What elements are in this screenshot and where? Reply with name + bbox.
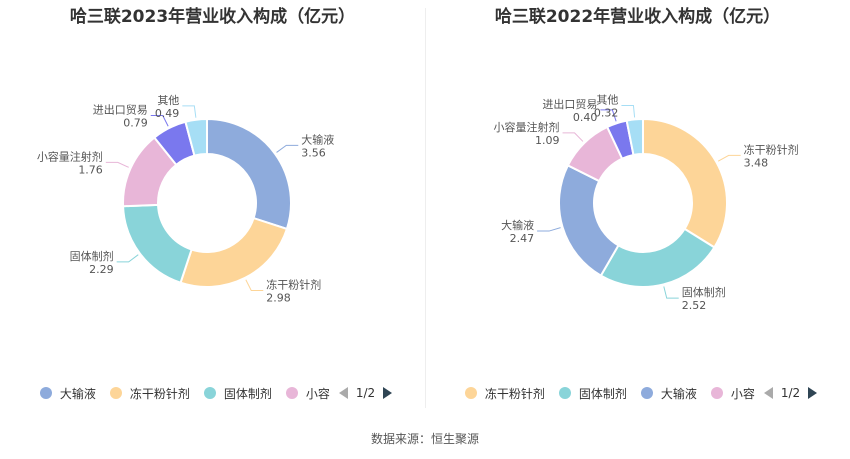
slice-label: 进出口贸易 bbox=[93, 103, 148, 117]
slice-label: 固体制剂 bbox=[682, 285, 726, 299]
legend-label: 冻干粉针剂 bbox=[129, 386, 190, 401]
legend-item[interactable]: 固体制剂 bbox=[558, 385, 627, 402]
legend-prev-page-icon[interactable] bbox=[763, 387, 773, 399]
slice-value: 2.47 bbox=[510, 232, 535, 245]
data-source: 数据来源：恒生聚源 bbox=[370, 432, 479, 446]
legend-dot-icon bbox=[464, 387, 477, 399]
legend-dot-icon bbox=[710, 387, 723, 399]
legend-dot-icon bbox=[109, 387, 122, 399]
slice-label: 大输液 bbox=[301, 132, 334, 146]
label-leader-line bbox=[621, 104, 636, 118]
legend-next-page-icon[interactable] bbox=[383, 387, 393, 399]
donut-slice[interactable] bbox=[599, 227, 716, 288]
slice-label: 冻干粉针剂 bbox=[744, 142, 799, 156]
slice-label: 小容量注射剂 bbox=[494, 120, 560, 134]
donut-slice[interactable] bbox=[184, 117, 208, 157]
label-leader-line bbox=[600, 109, 617, 122]
label-leader-line bbox=[717, 154, 741, 162]
slice-label: 小容量注射剂 bbox=[37, 149, 103, 163]
donut-slice[interactable] bbox=[122, 203, 193, 284]
legend-page-indicator: 1/2 bbox=[355, 386, 376, 400]
legend-item[interactable]: 冻干粉针剂 bbox=[109, 385, 190, 402]
slice-label: 其他 bbox=[596, 93, 618, 106]
chart-panel-2023: 哈三联2023年营业收入构成（亿元） 大输液 3.56 冻干粉针剂 2.98 固体制剂 2… bbox=[0, 0, 425, 420]
donut-slice[interactable] bbox=[642, 117, 728, 249]
slice-value: 2.52 bbox=[682, 299, 707, 312]
label-leader-line bbox=[116, 254, 139, 263]
legend-label: 固体制剂 bbox=[578, 386, 627, 401]
slice-label: 冻干粉针剂 bbox=[266, 277, 321, 291]
donut-slice[interactable] bbox=[206, 117, 292, 231]
legend-dot-icon bbox=[285, 387, 298, 399]
legend-item[interactable]: 冻干粉针剂 bbox=[464, 385, 545, 402]
label-leader-line bbox=[663, 286, 679, 299]
slice-label: 大输液 bbox=[501, 218, 534, 232]
legend-item[interactable]: 固体制剂 bbox=[203, 385, 272, 402]
slice-value: 0.49 bbox=[155, 107, 180, 120]
legend-prev-page-icon[interactable] bbox=[338, 387, 348, 399]
slice-label: 其他 bbox=[157, 94, 179, 107]
legend: 冻干粉针剂 固体制剂 大输液 小容 1/2 bbox=[425, 380, 850, 406]
chart-title: 哈三联2022年营业收入构成（亿元） bbox=[494, 7, 781, 27]
legend-next-page-icon[interactable] bbox=[808, 387, 818, 399]
legend-label: 大输液 bbox=[660, 386, 697, 401]
slice-value: 1.76 bbox=[78, 163, 103, 176]
legend-item[interactable]: 小容 bbox=[285, 385, 330, 402]
label-leader-line bbox=[537, 227, 561, 232]
slice-value: 0.40 bbox=[573, 111, 598, 124]
label-leader-line bbox=[105, 161, 129, 168]
slice-value: 1.09 bbox=[535, 134, 560, 147]
legend-pager: 1/2 bbox=[338, 386, 393, 400]
donut-slice[interactable] bbox=[558, 164, 620, 278]
legend-dot-icon bbox=[558, 387, 571, 399]
legend-page-indicator: 1/2 bbox=[780, 386, 801, 400]
slice-label: 进出口贸易 bbox=[542, 97, 597, 111]
legend-label: 小容 bbox=[730, 386, 755, 401]
slice-value: 0.79 bbox=[123, 117, 148, 130]
label-leader-line bbox=[245, 279, 264, 291]
legend-label: 固体制剂 bbox=[223, 386, 272, 401]
legend-label: 小容 bbox=[305, 386, 330, 401]
label-leader-line bbox=[182, 105, 197, 118]
slice-value: 0.32 bbox=[594, 106, 619, 119]
chart-panel-2022: 哈三联2022年营业收入构成（亿元） 冻干粉针剂 3.48 固体制剂 2.52 大输液 2… bbox=[425, 0, 850, 420]
slice-value: 2.29 bbox=[89, 263, 114, 276]
label-leader-line bbox=[150, 115, 169, 127]
label-leader-line bbox=[276, 144, 299, 153]
legend: 大输液 冻干粉针剂 固体制剂 小容 1/2 bbox=[0, 380, 425, 406]
legend-dot-icon bbox=[203, 387, 216, 399]
legend-item[interactable]: 小容 bbox=[710, 385, 755, 402]
label-leader-line bbox=[562, 132, 584, 142]
slice-label: 固体制剂 bbox=[70, 249, 114, 263]
chart-title: 哈三联2023年营业收入构成（亿元） bbox=[69, 7, 356, 27]
panel-divider bbox=[425, 8, 426, 408]
donut-slice[interactable] bbox=[179, 216, 289, 288]
legend-item[interactable]: 大输液 bbox=[39, 385, 96, 402]
donut-chart: 大输液3.56冻干粉针剂2.98固体制剂2.29小容量注射剂1.76进出口贸易0… bbox=[37, 94, 334, 305]
legend-label: 大输液 bbox=[59, 386, 96, 401]
legend-label: 冻干粉针剂 bbox=[484, 386, 545, 401]
slice-value: 2.98 bbox=[266, 291, 291, 304]
legend-dot-icon bbox=[39, 387, 52, 399]
legend-pager: 1/2 bbox=[763, 386, 818, 400]
legend-item[interactable]: 大输液 bbox=[640, 385, 697, 402]
slice-value: 3.56 bbox=[301, 146, 326, 159]
slice-value: 3.48 bbox=[744, 156, 769, 169]
legend-dot-icon bbox=[640, 387, 653, 399]
donut-slice[interactable] bbox=[625, 117, 644, 157]
